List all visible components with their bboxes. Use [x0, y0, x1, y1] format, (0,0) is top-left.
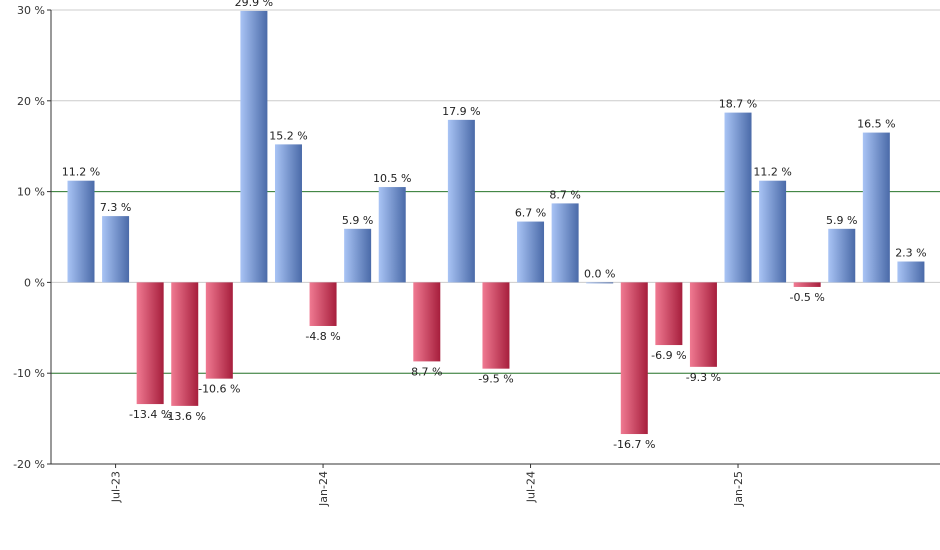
data-label-10: 8.7 % [411, 365, 442, 378]
data-label-2: -13.4 % [129, 408, 171, 421]
data-label-22: 5.9 % [826, 214, 857, 227]
data-label-1: 7.3 % [100, 201, 131, 214]
y-tick-label: 30 % [17, 4, 45, 17]
bar-15 [586, 282, 614, 284]
bar-23 [862, 132, 890, 283]
data-label-17: -6.9 % [651, 349, 686, 362]
data-label-0: 11.2 % [62, 166, 100, 179]
data-label-13: 6.7 % [515, 207, 546, 220]
y-tick-label: 20 % [17, 95, 45, 108]
x-tick-label: Jul-23 [110, 471, 123, 503]
y-tick-label: 0 % [24, 276, 45, 289]
bar-20 [759, 180, 787, 283]
bar-24 [897, 261, 925, 283]
bar-5 [240, 10, 268, 283]
bar-9 [378, 187, 406, 283]
bar-7 [309, 282, 337, 326]
bar-1 [102, 216, 130, 283]
reference-lines [51, 191, 940, 374]
bar-19 [724, 112, 752, 283]
bar-16 [620, 282, 648, 435]
bar-0 [67, 180, 95, 283]
x-tick-label: Jan-25 [732, 471, 745, 507]
data-label-14: 8.7 % [549, 188, 580, 201]
x-tick-label: Jul-24 [525, 471, 538, 503]
data-label-6: 15.2 % [269, 129, 307, 142]
bar-14 [551, 203, 579, 283]
bar-17 [655, 282, 683, 346]
data-label-7: -4.8 % [305, 330, 340, 343]
axes: 30 % 20 % 10 % 0 % -10 % -20 % Jul-23 Jan-24 Jul… [13, 4, 940, 507]
data-label-21: -0.5 % [789, 291, 824, 304]
data-label-16: -16.7 % [613, 438, 655, 451]
data-label-3: -13.6 % [164, 410, 206, 423]
data-label-18: -9.3 % [686, 371, 721, 384]
y-tick-label: -20 % [13, 458, 45, 471]
bar-12 [482, 282, 510, 369]
bars [67, 10, 925, 435]
x-tick-label: Jan-24 [317, 471, 330, 507]
data-label-11: 17.9 % [442, 105, 480, 118]
data-label-5: 29.9 % [235, 0, 273, 9]
data-labels: 11.2 % 7.3 % -13.4 %-13.6 % -10.6 % 29.9 % 15… [62, 0, 927, 451]
data-label-4: -10.6 % [198, 383, 240, 396]
data-label-24: 2.3 % [895, 247, 926, 260]
bar-8 [344, 228, 372, 283]
bar-22 [828, 228, 856, 283]
bar-3 [171, 282, 199, 406]
data-label-12: -9.5 % [478, 373, 513, 386]
bar-2 [136, 282, 164, 405]
y-tick-label: -10 % [13, 367, 45, 380]
data-label-8: 5.9 % [342, 214, 373, 227]
bar-6 [274, 144, 302, 283]
data-label-20: 11.2 % [753, 166, 791, 179]
bar-13 [517, 221, 545, 283]
data-label-23: 16.5 % [857, 118, 895, 131]
bar-10 [413, 282, 441, 362]
y-tick-label: 10 % [17, 186, 45, 199]
data-label-15: 0.0 % [584, 267, 615, 280]
bar-21 [793, 282, 821, 287]
bar-11 [447, 119, 475, 283]
data-label-19: 18.7 % [719, 98, 757, 111]
bar-4 [205, 282, 233, 379]
bar-18 [689, 282, 717, 367]
data-label-9: 10.5 % [373, 172, 411, 185]
